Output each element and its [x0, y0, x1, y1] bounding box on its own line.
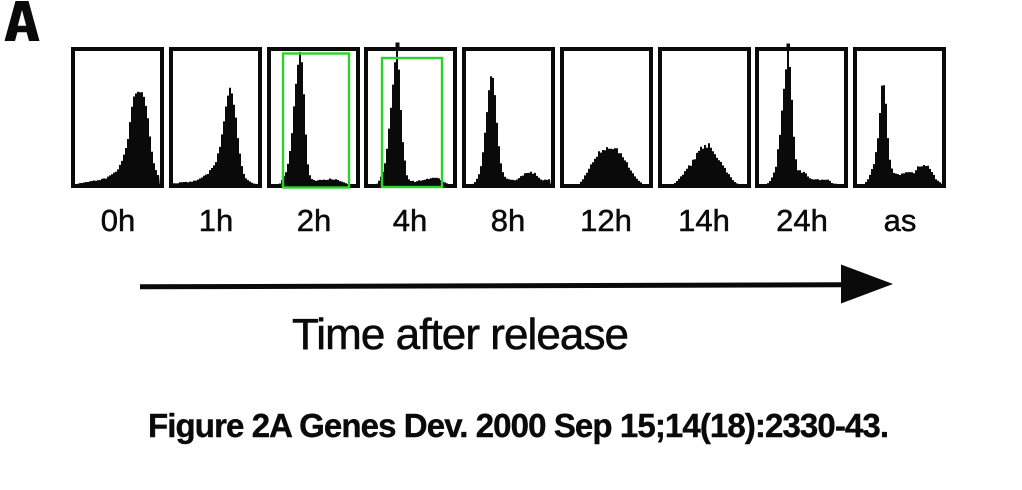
- svg-text:as: as: [884, 203, 917, 238]
- svg-text:Figure 2A Genes Dev. 2000 Sep: Figure 2A Genes Dev. 2000 Sep 15;14(18):…: [148, 407, 889, 444]
- svg-text:1h: 1h: [199, 203, 233, 238]
- svg-text:0h: 0h: [101, 203, 135, 238]
- svg-text:Time after release: Time after release: [292, 310, 629, 359]
- svg-text:12h: 12h: [580, 203, 632, 238]
- svg-text:8h: 8h: [491, 203, 525, 238]
- svg-text:24h: 24h: [776, 203, 828, 238]
- svg-text:4h: 4h: [393, 203, 427, 238]
- svg-text:14h: 14h: [678, 203, 730, 238]
- svg-text:2h: 2h: [297, 203, 331, 238]
